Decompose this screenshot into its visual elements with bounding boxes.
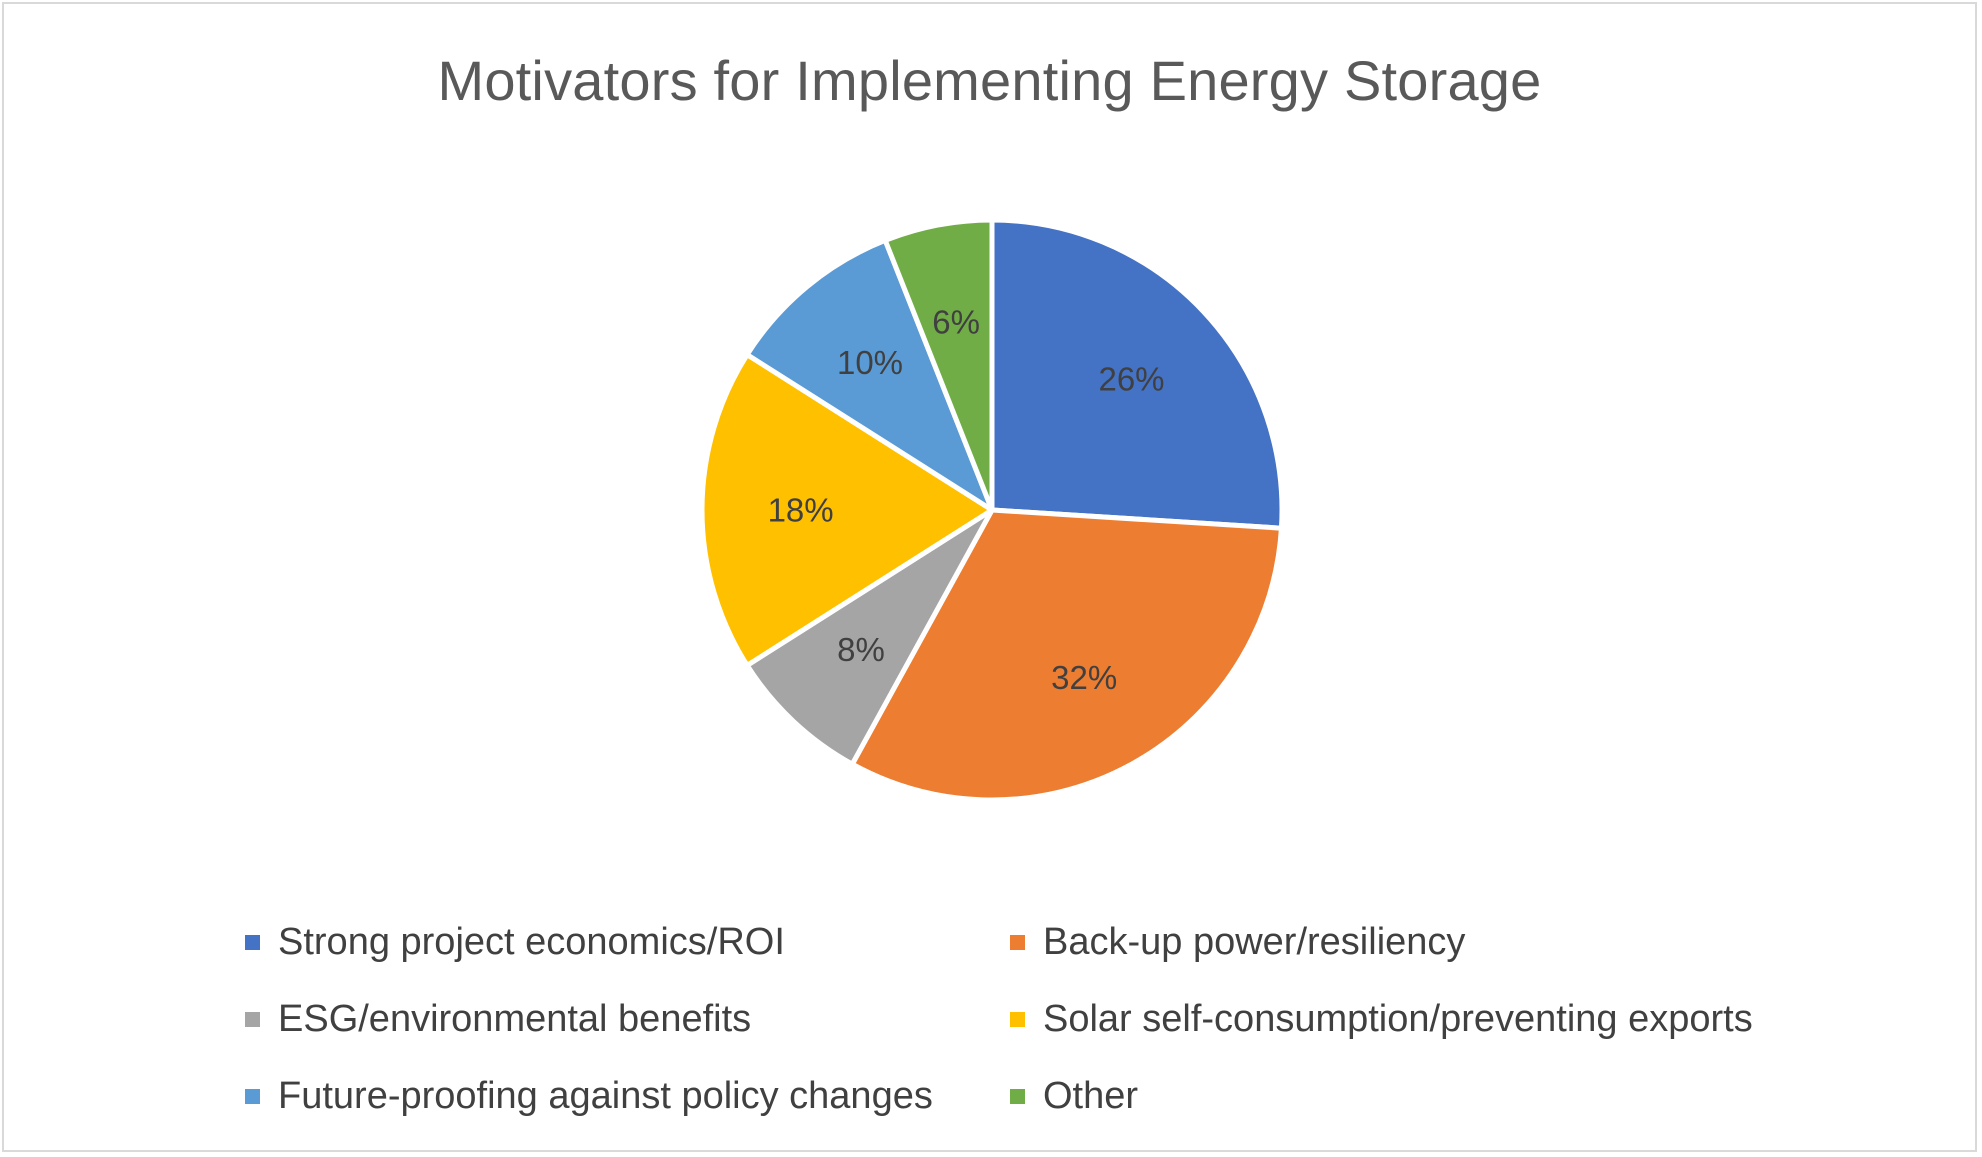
data-label-esg-benefits: 8% [837,631,885,668]
pie-slice-back-up-power [849,507,1284,803]
data-label-other: 6% [932,304,980,341]
chart-title: Motivators for Implementing Energy Stora… [437,49,1542,112]
pie-slice-esg-benefits [744,507,995,767]
data-label-future-proofing: 10% [837,344,903,381]
pie-slice-future-proofing [744,237,995,513]
data-label-strong-project-economics: 26% [1098,361,1164,398]
pie-slice-solar-self-consumption [699,352,995,668]
pie-slice-other [882,217,995,513]
data-label-solar-self-consumption: 18% [768,492,834,529]
data-label-back-up-power: 32% [1051,659,1117,696]
pie-slice-strong-project-economics [989,217,1285,531]
